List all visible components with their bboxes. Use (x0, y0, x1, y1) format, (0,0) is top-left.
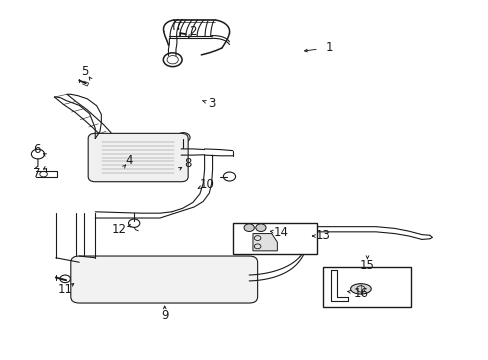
Text: 12: 12 (111, 222, 126, 235)
Text: 2: 2 (189, 25, 196, 38)
Text: 13: 13 (315, 229, 330, 243)
Text: 5: 5 (81, 65, 88, 78)
Text: 15: 15 (359, 259, 374, 272)
Text: 7: 7 (33, 167, 41, 180)
FancyBboxPatch shape (88, 133, 188, 182)
Text: 10: 10 (199, 177, 214, 191)
Text: 16: 16 (353, 287, 367, 300)
Text: 8: 8 (184, 157, 191, 170)
Bar (232, 223, 317, 254)
Text: 3: 3 (207, 98, 215, 111)
Text: 9: 9 (161, 309, 168, 322)
Text: 11: 11 (58, 283, 73, 296)
Ellipse shape (350, 284, 370, 294)
Polygon shape (252, 234, 277, 251)
Circle shape (244, 224, 254, 231)
FancyBboxPatch shape (71, 256, 257, 303)
Text: 14: 14 (273, 226, 288, 239)
Text: 6: 6 (33, 143, 41, 156)
Circle shape (255, 224, 265, 231)
Text: 4: 4 (125, 154, 133, 167)
Bar (323, 267, 410, 307)
Text: 1: 1 (325, 41, 332, 54)
